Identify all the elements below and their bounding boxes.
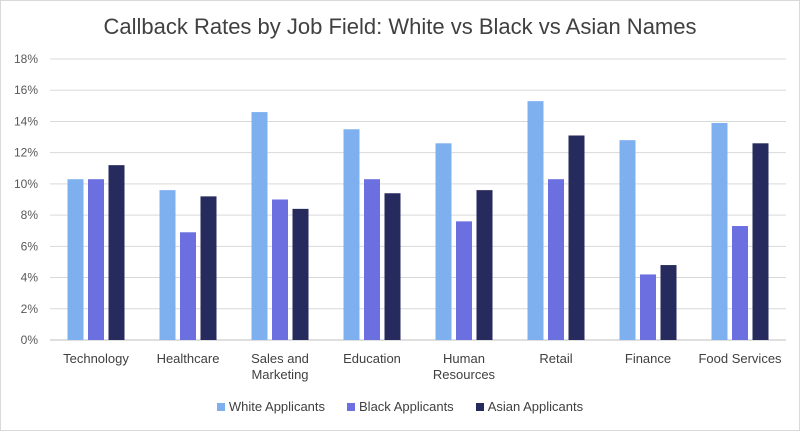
bar-black-applicants-retail bbox=[548, 179, 564, 340]
bar-white-applicants-education bbox=[343, 129, 360, 340]
legend-label: White Applicants bbox=[228, 399, 326, 414]
bar-white-applicants-sales-and-marketing bbox=[251, 112, 268, 340]
legend-label: Black Applicants bbox=[359, 399, 454, 414]
x-tick-label: Healthcare bbox=[157, 351, 220, 366]
y-tick-label: 2% bbox=[21, 302, 39, 316]
bar-asian-applicants-human-resources bbox=[476, 190, 493, 340]
legend-item: Black Applicants bbox=[347, 399, 454, 414]
bar-asian-applicants-food-services bbox=[752, 143, 769, 340]
y-axis-ticks: 0% 2% 4% 6% 8% 10% 12% 14% 16% 18% bbox=[14, 52, 38, 347]
bar-white-applicants-food-services bbox=[711, 123, 728, 340]
bar-asian-applicants-education bbox=[384, 193, 401, 340]
legend-swatch bbox=[475, 402, 484, 411]
bars bbox=[67, 101, 769, 341]
x-tick-label: Finance bbox=[625, 351, 671, 366]
bar-asian-applicants-finance bbox=[660, 265, 677, 340]
bar-black-applicants-human-resources bbox=[456, 221, 472, 340]
legend-item: Asian Applicants bbox=[475, 399, 584, 414]
x-tick-label: Retail bbox=[539, 351, 572, 366]
y-tick-label: 14% bbox=[14, 114, 38, 128]
legend-swatch bbox=[216, 402, 225, 411]
bar-black-applicants-sales-and-marketing bbox=[272, 199, 288, 340]
x-tick-label: Education bbox=[343, 351, 401, 366]
bar-asian-applicants-sales-and-marketing bbox=[292, 208, 309, 340]
y-tick-label: 10% bbox=[14, 177, 38, 191]
bar-black-applicants-education bbox=[364, 179, 380, 340]
y-tick-label: 4% bbox=[21, 271, 39, 285]
y-tick-label: 8% bbox=[21, 208, 39, 222]
y-tick-label: 0% bbox=[21, 333, 39, 347]
x-axis-ticks: Technology Healthcare Sales and Marketing Ed… bbox=[63, 351, 782, 382]
x-tick-label: Human Resources bbox=[433, 351, 496, 382]
x-tick-label: Food Services bbox=[698, 351, 782, 366]
bar-asian-applicants-retail bbox=[568, 135, 585, 340]
bar-black-applicants-finance bbox=[640, 274, 656, 340]
x-tick-label: Technology bbox=[63, 351, 129, 366]
legend-swatch bbox=[347, 402, 356, 411]
chart-title: Callback Rates by Job Field: White vs Bl… bbox=[103, 14, 697, 39]
bar-white-applicants-healthcare bbox=[159, 190, 176, 340]
bar-black-applicants-healthcare bbox=[180, 232, 196, 340]
y-tick-label: 18% bbox=[14, 52, 38, 66]
bar-white-applicants-retail bbox=[527, 101, 544, 341]
bar-white-applicants-human-resources bbox=[435, 143, 452, 340]
bar-black-applicants-technology bbox=[88, 179, 104, 340]
x-tick-label: Sales and Marketing bbox=[251, 351, 309, 382]
bar-black-applicants-food-services bbox=[732, 226, 748, 340]
legend-label: Asian Applicants bbox=[487, 399, 584, 414]
y-tick-label: 16% bbox=[14, 83, 38, 97]
legend-item: White Applicants bbox=[216, 399, 326, 414]
y-tick-label: 12% bbox=[14, 146, 38, 160]
legend: White Applicants Black Applicants Asian Ap… bbox=[0, 399, 800, 414]
y-tick-label: 6% bbox=[21, 239, 39, 253]
bar-white-applicants-finance bbox=[619, 140, 636, 340]
bar-white-applicants-technology bbox=[67, 179, 84, 340]
bar-asian-applicants-technology bbox=[108, 165, 125, 340]
bar-asian-applicants-healthcare bbox=[200, 196, 217, 340]
